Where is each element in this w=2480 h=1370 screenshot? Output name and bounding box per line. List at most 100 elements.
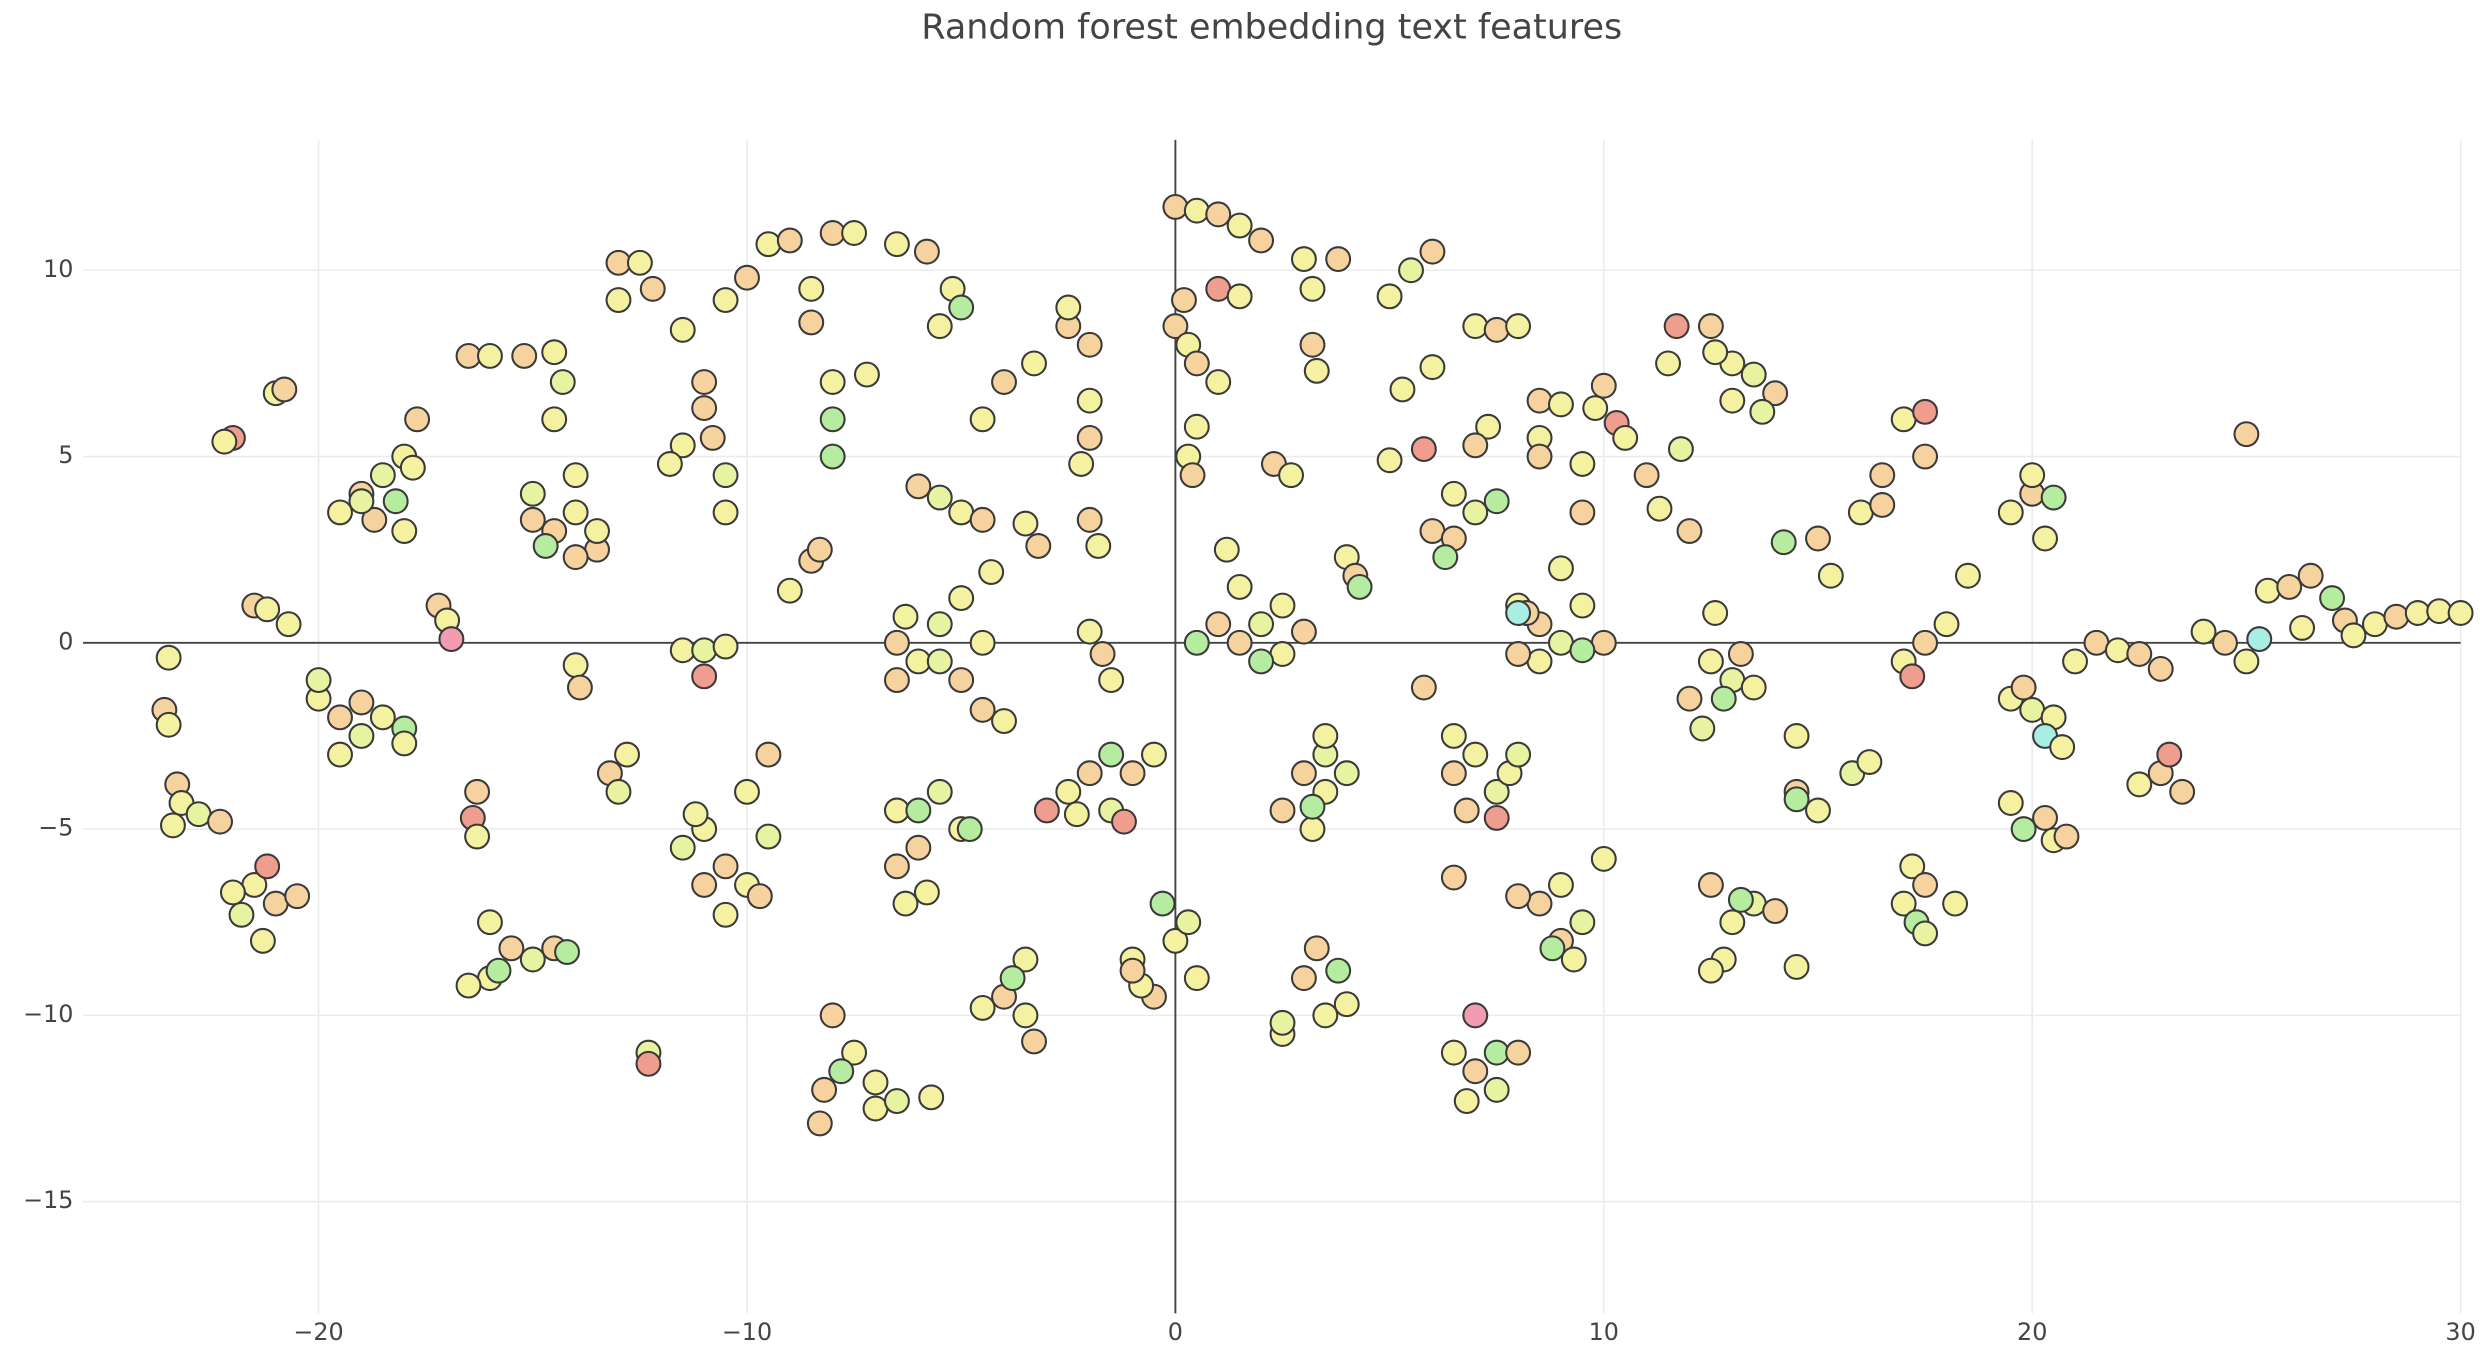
y-tick-label: −15 <box>23 1186 73 1214</box>
point <box>1740 674 1767 701</box>
point <box>712 633 739 660</box>
point <box>1805 525 1831 552</box>
point <box>1089 641 1116 667</box>
point <box>519 506 546 533</box>
point <box>1762 898 1789 925</box>
point <box>1667 436 1694 463</box>
point <box>828 1058 855 1085</box>
point <box>1205 369 1232 395</box>
point <box>926 484 953 511</box>
point <box>1933 611 1960 638</box>
point <box>1440 480 1467 507</box>
point <box>2062 648 2088 675</box>
point <box>519 946 546 973</box>
point <box>305 667 332 694</box>
point <box>1612 424 1639 451</box>
point <box>905 797 932 824</box>
point <box>1590 629 1617 656</box>
point <box>1783 786 1810 813</box>
point <box>969 506 996 533</box>
point <box>1997 499 2024 526</box>
point <box>254 596 281 623</box>
x-tick-label: 0 <box>1168 1318 1183 1346</box>
point <box>1299 816 1326 843</box>
point <box>883 853 910 880</box>
point <box>1205 611 1232 638</box>
point <box>635 1050 662 1077</box>
point <box>1462 1058 1489 1085</box>
point <box>669 432 696 459</box>
point <box>734 264 760 291</box>
point <box>1548 629 1574 656</box>
point <box>1141 741 1167 768</box>
y-tick-label: −10 <box>23 1000 73 1028</box>
point <box>327 499 353 526</box>
point <box>926 648 953 675</box>
point <box>2156 741 2183 768</box>
point <box>926 778 953 805</box>
point <box>2190 618 2217 645</box>
point <box>254 853 281 880</box>
point <box>1226 212 1253 239</box>
point <box>2426 598 2453 625</box>
x-tick-label: 30 <box>2445 1318 2475 1346</box>
point <box>464 778 491 805</box>
point <box>391 730 418 757</box>
points <box>151 193 2474 1137</box>
point <box>284 883 311 910</box>
point <box>1569 451 1596 477</box>
point <box>1582 395 1609 422</box>
point <box>948 294 975 321</box>
point <box>1183 350 1210 377</box>
point <box>1226 573 1253 600</box>
point <box>1312 723 1339 749</box>
point <box>905 473 932 500</box>
point <box>1419 518 1446 545</box>
point <box>361 506 388 533</box>
point <box>819 369 846 395</box>
point <box>1462 313 1489 340</box>
point <box>2053 823 2080 850</box>
point <box>1346 573 1373 600</box>
point <box>1505 741 1532 768</box>
point <box>905 834 932 861</box>
point <box>1183 197 1210 224</box>
point <box>1205 201 1232 228</box>
y-tick-label: 0 <box>58 627 73 655</box>
point <box>2297 562 2324 589</box>
point <box>532 532 559 559</box>
point <box>883 629 910 656</box>
point <box>1805 797 1831 824</box>
point <box>1269 1009 1296 1036</box>
point <box>1376 283 1403 310</box>
point <box>1226 283 1253 310</box>
point <box>399 454 426 481</box>
point <box>1299 331 1326 358</box>
x-tick-label: 10 <box>1589 1318 1619 1346</box>
point <box>348 689 375 716</box>
point <box>455 342 482 369</box>
point <box>1325 957 1352 984</box>
point <box>2383 603 2410 630</box>
point <box>1912 920 1939 947</box>
point <box>262 890 289 917</box>
point <box>712 462 739 489</box>
point <box>1749 398 1776 425</box>
point <box>1098 741 1125 768</box>
point <box>1912 629 1939 656</box>
point <box>549 369 576 395</box>
point <box>2126 641 2153 667</box>
point <box>1453 797 1480 824</box>
point <box>2404 600 2431 626</box>
point <box>1462 741 1489 768</box>
point <box>219 879 246 906</box>
point <box>271 376 298 403</box>
point <box>2319 585 2346 612</box>
point <box>819 220 846 246</box>
point <box>2019 462 2046 489</box>
point <box>682 801 709 828</box>
point <box>519 480 546 507</box>
point <box>1325 246 1352 273</box>
point <box>2233 648 2260 675</box>
